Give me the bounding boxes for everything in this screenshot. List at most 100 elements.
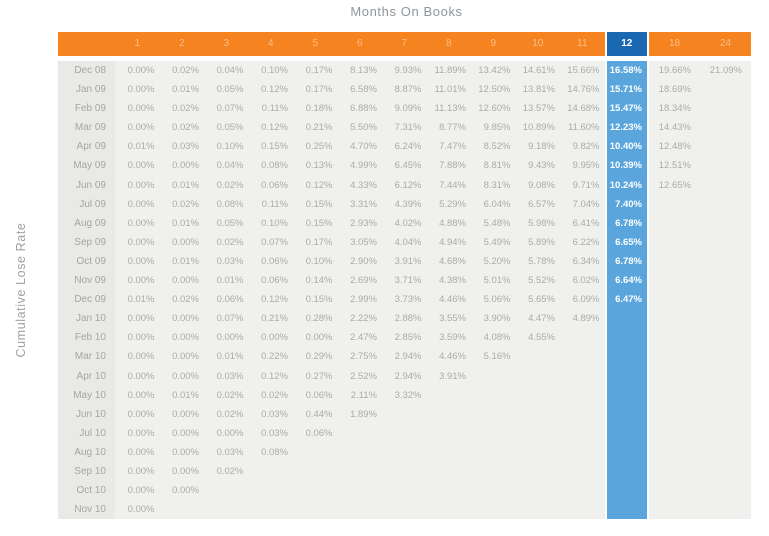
value-cell: 9.71% [560, 175, 605, 195]
value-cell: 0.00% [115, 309, 160, 329]
column-header: 24 [719, 38, 732, 49]
value-cell: 0.00% [115, 194, 160, 214]
value-cell [700, 309, 751, 329]
value-cell: 8.81% [471, 156, 516, 176]
value-cell: 2.93% [337, 213, 382, 233]
value-cell [560, 500, 605, 520]
row-label: Apr 09 [58, 137, 115, 157]
value-cell [515, 481, 560, 501]
value-cell: 18.34% [649, 99, 700, 119]
value-cell [649, 404, 700, 424]
value-cell: 2.22% [337, 309, 382, 329]
value-cell [337, 461, 382, 482]
value-cell [471, 423, 516, 443]
value-cell: 0.03% [248, 404, 293, 424]
value-cell: 2.90% [337, 251, 382, 272]
table-row: Mar 10 0.00% 0.00% 0.01% 0.22% 0.29% 2.75% 2.94… [58, 347, 751, 367]
value-cell: 2.47% [337, 328, 382, 348]
value-cell: 0.00% [159, 423, 204, 443]
value-cell [649, 500, 700, 520]
value-cell: 13.81% [515, 80, 560, 100]
value-cell: 13.42% [471, 61, 516, 81]
value-cell: 4.68% [426, 251, 471, 272]
row-label: Sep 09 [58, 232, 115, 252]
value-cell [700, 347, 751, 367]
value-cell: 5.01% [471, 271, 516, 291]
value-cell-highlighted [604, 442, 649, 462]
column-header: 5 [312, 38, 319, 49]
value-cell: 0.03% [204, 366, 249, 386]
table-row: Oct 09 0.00% 0.01% 0.03% 0.06% 0.10% 2.90% 3.91… [58, 251, 751, 272]
value-cell: 4.94% [426, 232, 471, 252]
value-cell: 12.50% [471, 80, 516, 100]
row-label: Nov 09 [58, 271, 115, 291]
value-cell [382, 481, 427, 501]
value-cell: 0.00% [159, 271, 204, 291]
value-cell: 0.01% [159, 251, 204, 272]
value-cell [426, 500, 471, 520]
table-row: Feb 10 0.00% 0.00% 0.00% 0.00% 0.00% 2.47% 2.85… [58, 328, 751, 348]
value-cell: 0.02% [159, 61, 204, 81]
row-label: May 09 [58, 156, 115, 176]
table-row: Dec 09 0.01% 0.02% 0.06% 0.12% 0.15% 2.99% 3.73… [58, 290, 751, 310]
value-cell: 4.02% [382, 213, 427, 233]
value-cell: 2.11% [337, 385, 382, 405]
value-cell [649, 251, 700, 272]
value-cell: 9.95% [560, 156, 605, 176]
value-cell: 0.06% [204, 290, 249, 310]
value-cell: 0.10% [248, 213, 293, 233]
value-cell: 0.02% [248, 385, 293, 405]
value-cell: 4.08% [471, 328, 516, 348]
value-cell [471, 481, 516, 501]
value-cell [700, 232, 751, 252]
value-cell: 4.99% [337, 156, 382, 176]
value-cell [471, 366, 516, 386]
value-cell: 0.15% [248, 137, 293, 157]
value-cell: 0.04% [204, 156, 249, 176]
value-cell: 5.65% [515, 290, 560, 310]
value-cell: 0.11% [248, 194, 293, 214]
row-label: Jan 09 [58, 80, 115, 100]
column-header: 4 [267, 38, 274, 49]
value-cell: 0.05% [204, 213, 249, 233]
value-cell: 0.01% [159, 175, 204, 195]
table-row: May 09 0.00% 0.00% 0.04% 0.08% 0.13% 4.99% 6.45… [58, 156, 751, 176]
value-cell: 6.22% [560, 232, 605, 252]
table-body: Dec 08 0.00% 0.02% 0.04% 0.10% 0.17% 8.13% 9.93… [58, 61, 751, 520]
value-cell: 0.12% [248, 80, 293, 100]
value-cell: 7.31% [382, 118, 427, 138]
value-cell: 11.01% [426, 80, 471, 100]
value-cell [649, 194, 700, 214]
value-cell: 0.01% [115, 290, 160, 310]
value-cell: 0.06% [248, 271, 293, 291]
value-cell: 14.68% [560, 99, 605, 119]
value-cell: 0.12% [248, 118, 293, 138]
value-cell: 7.47% [426, 137, 471, 157]
value-cell: 0.29% [293, 347, 338, 367]
value-cell: 0.02% [204, 175, 249, 195]
value-cell [471, 500, 516, 520]
table-row: May 10 0.00% 0.01% 0.02% 0.02% 0.06% 2.11% 3.32… [58, 385, 751, 405]
value-cell: 0.00% [159, 461, 204, 482]
value-cell [471, 404, 516, 424]
row-label: Jun 09 [58, 175, 115, 195]
value-cell: 3.31% [337, 194, 382, 214]
value-cell: 5.50% [337, 118, 382, 138]
value-cell [700, 156, 751, 176]
table-row: Nov 09 0.00% 0.00% 0.01% 0.06% 0.14% 2.69% 3.71… [58, 271, 751, 291]
row-label: Jun 10 [58, 404, 115, 424]
value-cell: 0.05% [204, 80, 249, 100]
value-cell: 0.07% [204, 309, 249, 329]
value-cell: 0.00% [159, 481, 204, 501]
value-cell: 0.00% [115, 328, 160, 348]
value-cell: 0.00% [159, 309, 204, 329]
value-cell: 0.00% [115, 99, 160, 119]
value-cell: 4.38% [426, 271, 471, 291]
value-cell-highlighted: 7.40% [604, 194, 649, 214]
value-cell [248, 481, 293, 501]
value-cell [560, 461, 605, 482]
value-cell [649, 385, 700, 405]
value-cell: 9.18% [515, 137, 560, 157]
value-cell: 0.04% [204, 61, 249, 81]
value-cell [204, 500, 249, 520]
